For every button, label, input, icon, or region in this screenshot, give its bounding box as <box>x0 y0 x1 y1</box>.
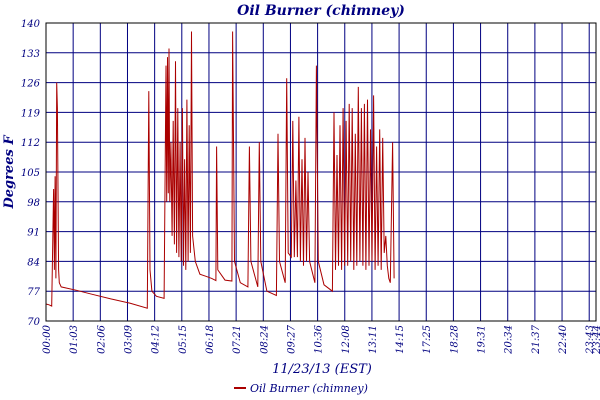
x-tick-label: 09:27 <box>286 324 297 353</box>
x-tick-label: 20:34 <box>504 325 515 355</box>
x-tick-label: 06:18 <box>205 325 216 354</box>
x-tick-label: 21:37 <box>531 324 542 354</box>
x-tick-labels: 00:00 01:03 02:06 03:09 04:12 05:15 06:18 07:21… <box>42 324 600 354</box>
x-tick-label: 12:08 <box>341 325 352 354</box>
x-tick-label: 23:43 <box>585 325 596 355</box>
x-tick-label: 08:24 <box>259 325 270 354</box>
x-tick-label: 02:06 <box>96 324 107 353</box>
plot-frame <box>45 22 597 322</box>
y-tick-label: 105 <box>21 168 40 179</box>
x-tick-label: 04:12 <box>151 325 162 354</box>
x-tick-label: 13:11 <box>368 325 379 354</box>
y-tick-label: 140 <box>21 19 41 30</box>
x-tick-label: 22:40 <box>558 324 569 354</box>
x-tick-label: 03:09 <box>123 324 134 353</box>
y-tick-label: 77 <box>27 287 40 298</box>
legend: Oil Burner (chimney) <box>234 382 368 395</box>
y-tick-label: 119 <box>21 108 41 119</box>
y-axis-label: Degrees F <box>2 135 17 210</box>
y-tick-label: 112 <box>21 138 40 149</box>
x-tick-label: 10:36 <box>314 324 325 353</box>
series-layer <box>45 31 395 309</box>
y-tick-label: 70 <box>27 317 40 328</box>
x-tick-label: 23:44 <box>592 325 600 355</box>
x-tick-label: 14:15 <box>395 325 406 354</box>
x-tick-label: 17:25 <box>422 325 433 354</box>
y-tick-label: 98 <box>27 198 40 209</box>
x-tick-label: 18:28 <box>449 325 460 354</box>
x-tick-label: 07:21 <box>232 325 243 354</box>
x-tick-label: 00:00 <box>42 324 53 353</box>
x-tick-label: 19:31 <box>477 325 488 354</box>
y-tick-labels: 70 77 84 91 98 105 112 119 126 133 140 <box>21 19 41 328</box>
y-tick-label: 84 <box>27 257 40 268</box>
series-line <box>45 31 395 309</box>
y-tick-label: 133 <box>21 49 40 60</box>
x-tick-label: 05:15 <box>178 325 189 354</box>
y-tick-label: 91 <box>27 228 40 239</box>
x-axis-label: 11/23/13 (EST) <box>272 362 372 377</box>
legend-label: Oil Burner (chimney) <box>250 382 368 395</box>
y-tick-label: 126 <box>21 79 41 90</box>
x-tick-label: 01:03 <box>69 325 80 354</box>
chart-title: Oil Burner (chimney) <box>237 3 405 19</box>
